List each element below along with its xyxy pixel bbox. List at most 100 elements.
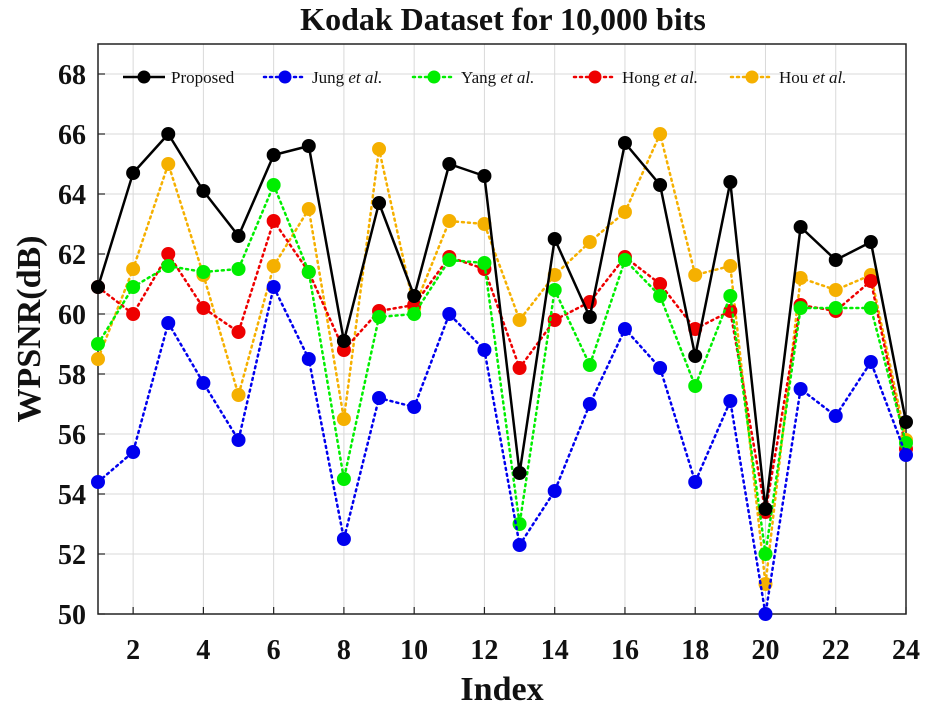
data-point: [266, 148, 281, 162]
data-point: [688, 475, 703, 489]
data-point: [477, 256, 492, 270]
legend-label: Hong et al.: [622, 68, 698, 87]
series-line: [96, 183, 908, 556]
data-point: [512, 313, 527, 327]
legend-label-suffix: et al.: [813, 68, 847, 87]
legend-entry: Yang et al.: [411, 68, 534, 87]
x-tick-label: 10: [400, 635, 428, 666]
data-point: [723, 175, 738, 189]
legend-label: Hou et al.: [779, 68, 847, 87]
data-point: [653, 361, 668, 375]
data-point: [336, 334, 351, 348]
data-point: [161, 316, 176, 330]
data-point: [863, 355, 878, 369]
data-point: [547, 283, 562, 297]
data-point: [231, 433, 246, 447]
data-point: [301, 265, 316, 279]
data-point: [617, 136, 632, 150]
data-point: [196, 301, 211, 315]
data-point: [231, 229, 246, 243]
data-point: [336, 472, 351, 486]
data-point: [793, 220, 808, 234]
y-tick-label: 68: [58, 60, 86, 91]
legend-entry: Hong et al.: [572, 68, 698, 87]
data-point: [266, 178, 281, 192]
data-point: [793, 382, 808, 396]
data-point: [196, 184, 211, 198]
data-point: [653, 277, 668, 291]
data-point: [196, 376, 211, 390]
data-point: [512, 466, 527, 480]
x-tick-label: 24: [892, 635, 920, 666]
legend-marker: [745, 70, 759, 84]
data-point: [653, 127, 668, 141]
data-point: [372, 142, 387, 156]
data-point: [723, 289, 738, 303]
data-point: [231, 325, 246, 339]
series-3: [91, 178, 913, 561]
data-point: [266, 280, 281, 294]
x-tick-label: 2: [126, 635, 140, 666]
data-point: [582, 397, 597, 411]
x-tick-label: 22: [822, 635, 850, 666]
series-2: [91, 280, 913, 621]
data-point: [653, 289, 668, 303]
data-point: [688, 379, 703, 393]
data-point: [863, 301, 878, 315]
legend-label-suffix: et al.: [664, 68, 698, 87]
legend-label: Proposed: [171, 68, 235, 87]
data-point: [91, 280, 105, 294]
data-point: [266, 259, 281, 273]
data-point: [442, 214, 457, 228]
x-tick-label: 18: [681, 635, 709, 666]
legend-marker: [278, 70, 292, 84]
data-point: [91, 337, 105, 351]
data-point: [723, 259, 738, 273]
y-tick-label: 64: [58, 180, 86, 211]
data-point: [863, 235, 878, 249]
data-point: [91, 475, 105, 489]
data-point: [301, 352, 316, 366]
x-axis-label: Index: [460, 671, 543, 707]
data-point: [372, 391, 387, 405]
data-point: [653, 178, 668, 192]
y-axis-label: WPSNR(dB): [11, 235, 48, 422]
data-point: [547, 232, 562, 246]
data-point: [512, 538, 527, 552]
data-point: [126, 166, 141, 180]
data-point: [91, 352, 105, 366]
legend-label-suffix: et al.: [500, 68, 534, 87]
data-point: [758, 607, 773, 621]
data-point: [161, 247, 176, 261]
series-4: [91, 214, 913, 519]
data-point: [231, 262, 246, 276]
legend-label-main: Jung: [312, 68, 348, 87]
data-point: [407, 307, 422, 321]
data-point: [582, 358, 597, 372]
data-point: [793, 301, 808, 315]
data-point: [301, 139, 316, 153]
legend-entry: Proposed: [123, 68, 235, 87]
data-point: [863, 274, 878, 288]
legend-marker: [137, 70, 151, 84]
data-point: [828, 301, 843, 315]
data-point: [126, 280, 141, 294]
x-tick-label: 4: [196, 635, 210, 666]
data-point: [372, 310, 387, 324]
data-point: [547, 313, 562, 327]
data-point: [512, 361, 527, 375]
data-point: [336, 412, 351, 426]
data-point: [196, 265, 211, 279]
x-tick-label: 14: [541, 635, 569, 666]
legend-label: Jung et al.: [312, 68, 382, 87]
series-5: [91, 127, 913, 591]
data-point: [161, 127, 176, 141]
legend-label: Yang et al.: [461, 68, 534, 87]
data-point: [477, 343, 492, 357]
series-1: [91, 127, 913, 516]
data-point: [899, 448, 913, 462]
data-point: [301, 202, 316, 216]
data-point: [617, 205, 632, 219]
